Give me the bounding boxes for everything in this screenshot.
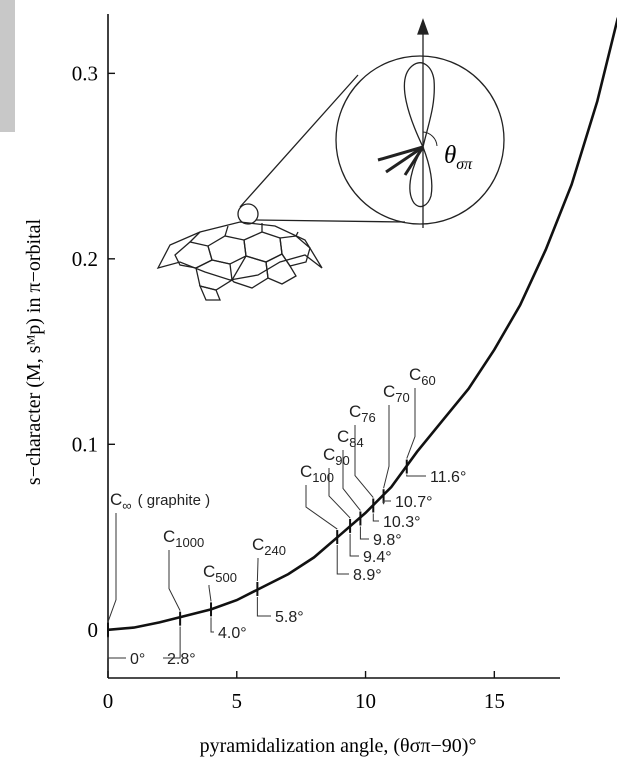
leader-line xyxy=(406,474,426,477)
molecule-label: C∞ ( graphite ) xyxy=(110,490,210,513)
y-tick-label: 0.1 xyxy=(72,432,98,456)
x-tick-label: 0 xyxy=(103,689,114,713)
molecule-label: C90 xyxy=(323,445,350,468)
x-axis-label: pyramidalization angle, (θσπ−90)° xyxy=(200,735,477,757)
leader-line xyxy=(163,626,181,659)
y-tick-label: 0.2 xyxy=(72,247,98,271)
curve xyxy=(107,17,617,632)
leader-line xyxy=(256,558,259,581)
angle-label: 11.6° xyxy=(430,469,466,486)
molecule-label: C60 xyxy=(409,365,436,388)
molecule-label: C84 xyxy=(337,427,364,450)
leader-line xyxy=(208,585,212,602)
molecule-name: C xyxy=(349,402,361,421)
leader-line xyxy=(342,450,361,511)
angle-label: 10.7° xyxy=(395,494,433,511)
molecule-note: ( graphite ) xyxy=(138,492,211,509)
angle-label: 10.3° xyxy=(383,514,421,531)
angle-label: 4.0° xyxy=(218,625,247,642)
molecule-subscript: 100 xyxy=(312,470,334,485)
x-tick-label: 5 xyxy=(232,689,243,713)
molecule-name: C xyxy=(110,490,122,509)
angle-label: 5.8° xyxy=(275,609,304,626)
leader-line xyxy=(372,513,379,522)
leader-line xyxy=(107,513,117,622)
inset-label: θσπ xyxy=(444,142,473,173)
inset-label-sub: σπ xyxy=(456,156,473,173)
molecule-label: C1000 xyxy=(163,527,204,550)
leader-line xyxy=(256,596,271,617)
molecule-name: C xyxy=(252,535,264,554)
molecule-label: C500 xyxy=(203,562,237,585)
leader-line xyxy=(349,533,359,557)
angle-label: 0° xyxy=(130,651,145,668)
leader-line xyxy=(107,637,126,659)
molecule-subscript: 60 xyxy=(421,373,435,388)
inset-label-base: θ xyxy=(444,142,456,169)
molecule-name: C xyxy=(383,382,395,401)
leader-line xyxy=(305,485,338,530)
molecule-subscript: 70 xyxy=(395,390,409,405)
leader-line xyxy=(359,526,369,540)
molecule-name: C xyxy=(163,527,175,546)
leader-line xyxy=(354,425,374,498)
y-tick-label: 0.3 xyxy=(72,61,98,85)
x-tick-label: 10 xyxy=(355,689,376,713)
x-tick-label: 15 xyxy=(484,689,505,713)
angle-label: 9.4° xyxy=(363,549,392,566)
angle-label: 9.8° xyxy=(373,532,402,549)
leader-line xyxy=(383,405,390,489)
dome xyxy=(156,203,323,301)
molecule-label: C70 xyxy=(383,382,410,405)
molecule-subscript: 240 xyxy=(264,543,286,558)
leader-line xyxy=(336,545,349,575)
molecule-subscript: 1000 xyxy=(175,535,204,550)
molecule-name: C xyxy=(300,462,312,481)
molecule-name: C xyxy=(323,445,335,464)
molecule-name: C xyxy=(203,562,215,581)
scan-margin xyxy=(0,0,15,132)
leader-line xyxy=(210,617,214,633)
molecule-name: C xyxy=(409,365,421,384)
leader-line xyxy=(168,550,181,611)
leader-line xyxy=(328,468,351,519)
inset xyxy=(239,18,505,228)
y-tick-label: 0 xyxy=(88,618,99,642)
leader-line xyxy=(383,500,391,505)
molecule-label: C240 xyxy=(252,535,286,558)
y-axis-label: s−character (M, sᴹp) in π−orbital xyxy=(23,218,45,485)
molecule-label: C76 xyxy=(349,402,376,425)
molecule-subscript: 500 xyxy=(215,570,237,585)
molecule-name: C xyxy=(337,427,349,446)
molecule-subscript: 84 xyxy=(349,435,363,450)
angle-label: 8.9° xyxy=(353,567,382,584)
molecule-subscript: ∞ xyxy=(122,498,131,513)
molecule-subscript: 76 xyxy=(361,410,375,425)
angle-label: 2.8° xyxy=(167,651,196,668)
leader-line xyxy=(406,388,416,459)
